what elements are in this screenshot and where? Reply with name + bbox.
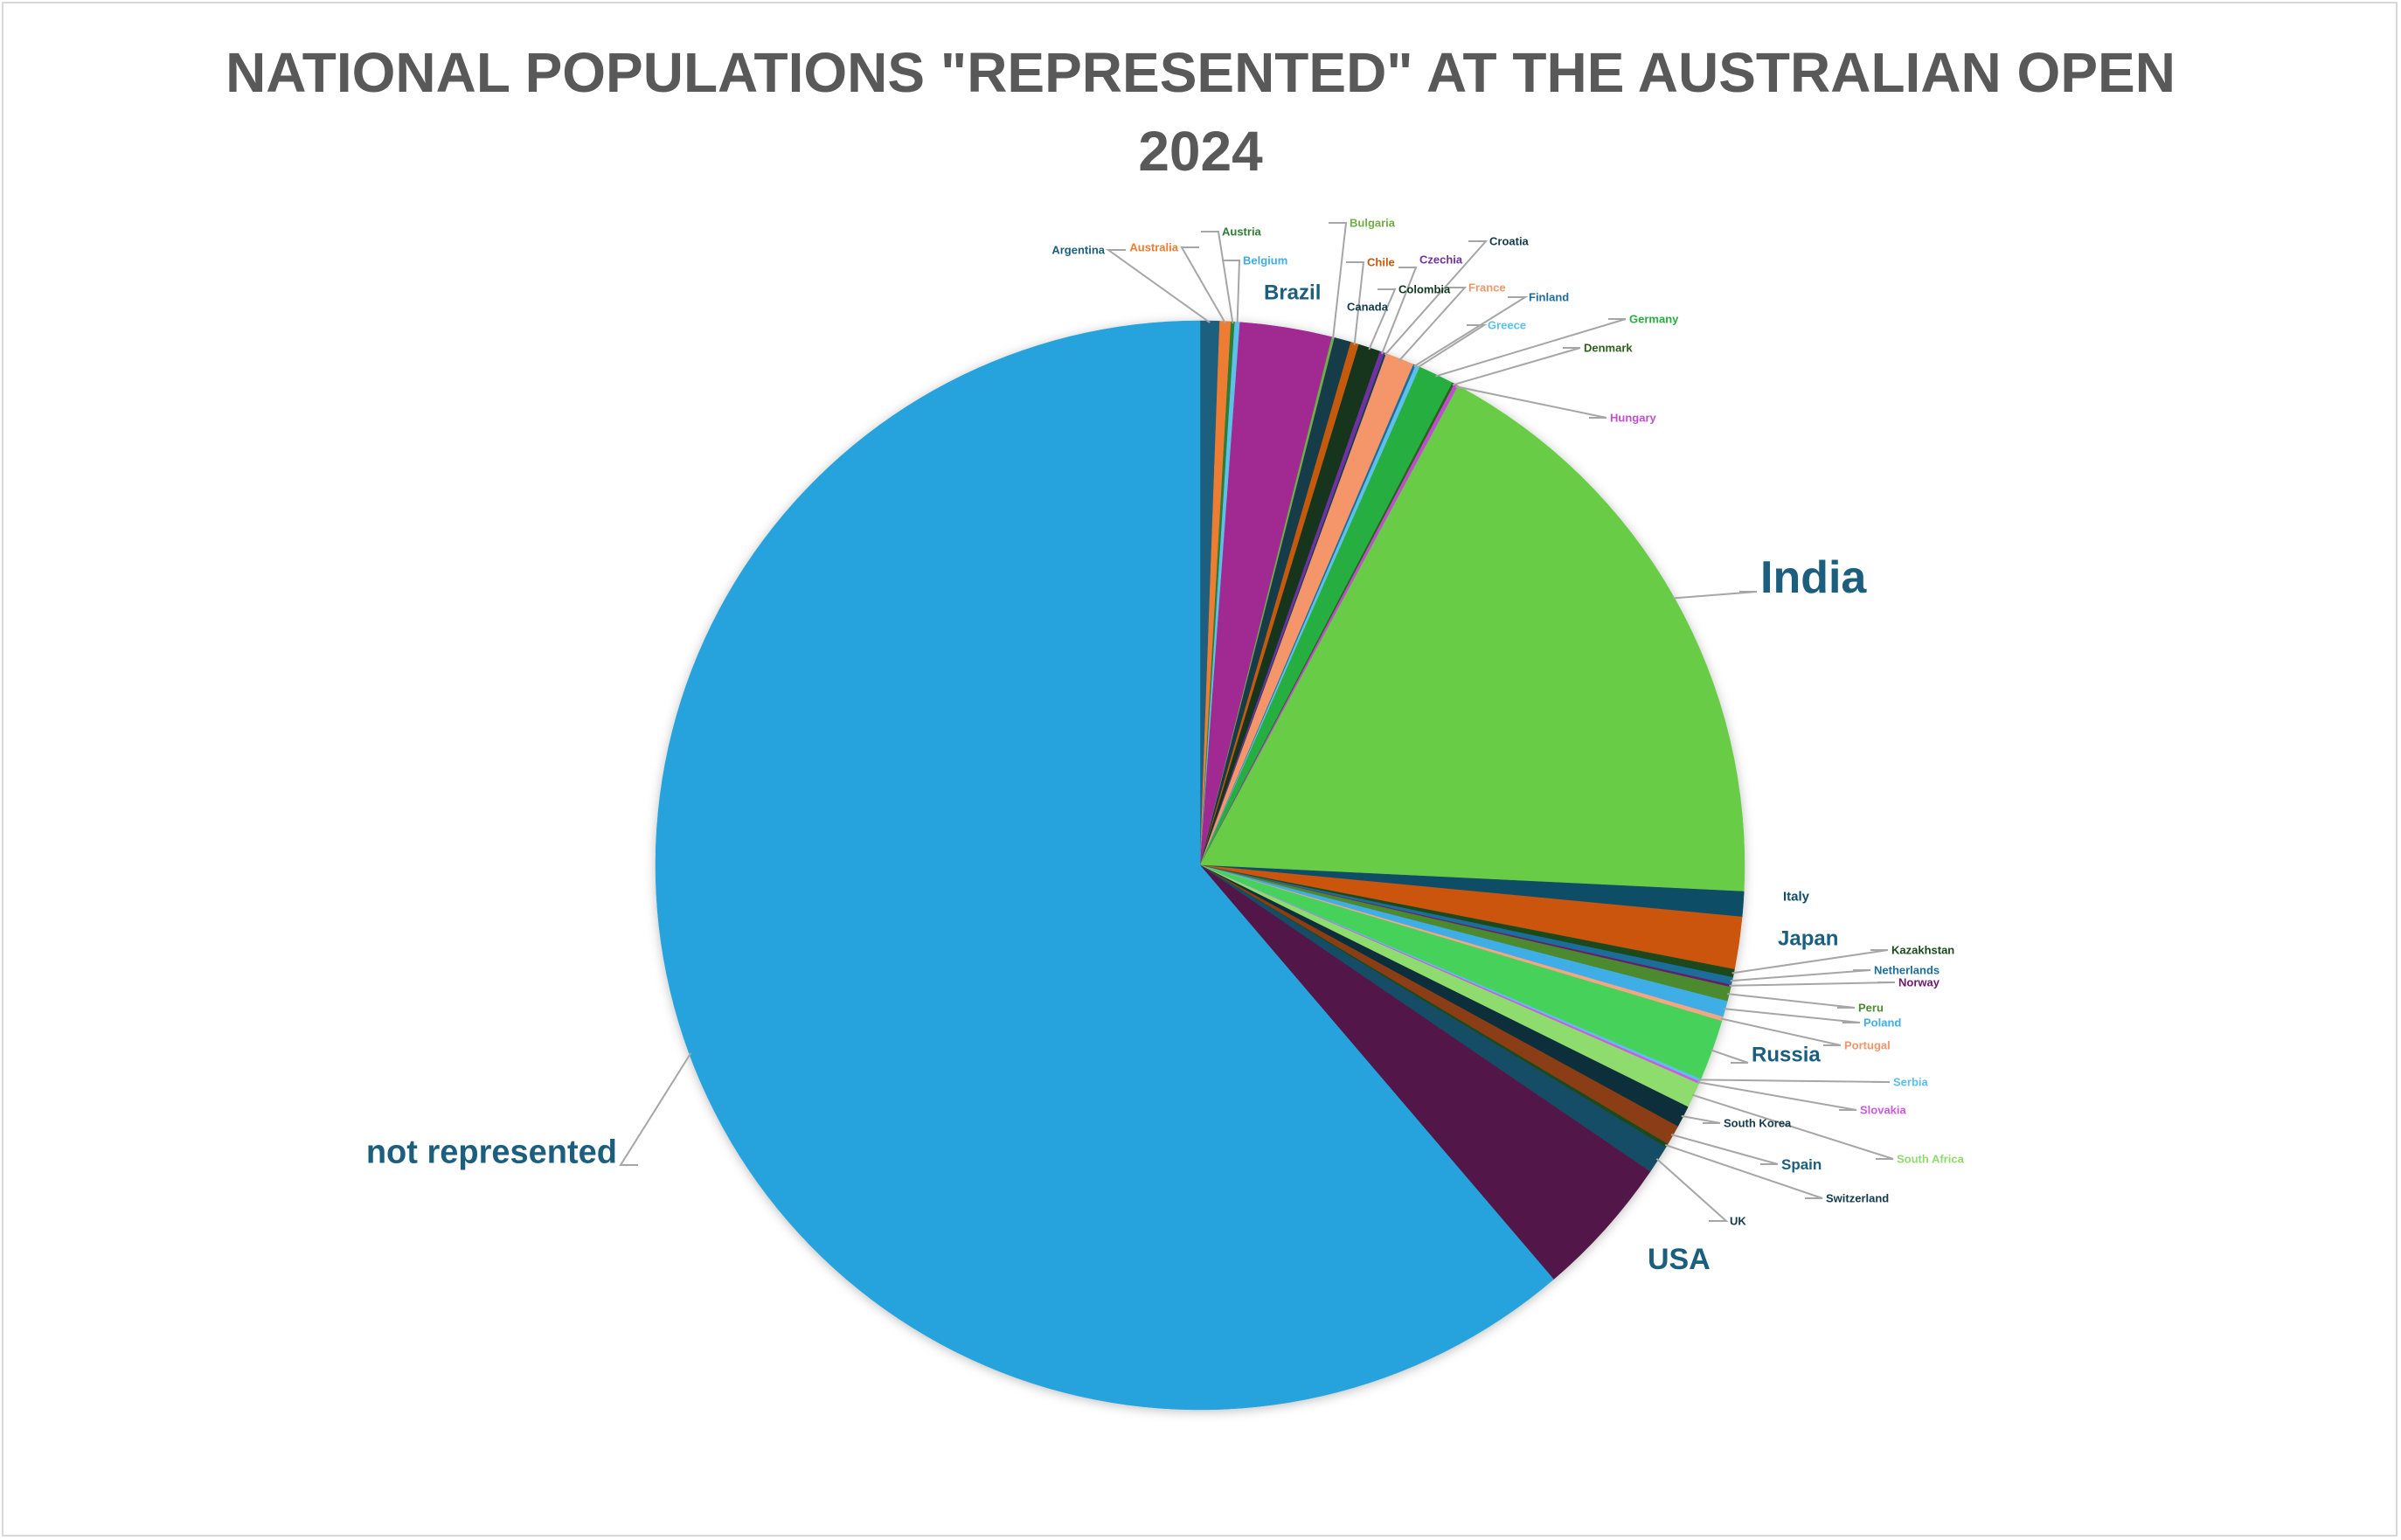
label-kazakhstan: Kazakhstan	[1891, 944, 1954, 957]
label-portugal: Portugal	[1844, 1039, 1891, 1052]
leader-line-portugal	[1720, 1017, 1842, 1046]
leader-line-russia	[1710, 1049, 1749, 1064]
label-norway: Norway	[1898, 976, 1940, 989]
leader-line-belgium	[1222, 260, 1241, 324]
leader-line-netherlands	[1730, 969, 1871, 982]
leader-line-south-korea	[1681, 1114, 1721, 1124]
leader-line-india	[1672, 591, 1758, 600]
leader-line-argentina	[1105, 249, 1211, 323]
leader-lines	[619, 222, 1896, 1222]
label-russia: Russia	[1752, 1043, 1821, 1066]
leader-line-serbia	[1698, 1079, 1891, 1083]
label-peru: Peru	[1858, 1002, 1884, 1015]
leader-line-australia	[1180, 246, 1226, 324]
label-switzerland: Switzerland	[1826, 1192, 1889, 1205]
leader-line-kazakhstan	[1731, 949, 1889, 975]
leader-line-slovakia	[1697, 1081, 1857, 1111]
label-france: France	[1468, 281, 1506, 295]
label-argentina: Argentina	[1051, 244, 1105, 257]
label-greece: Greece	[1488, 319, 1526, 332]
leader-line-peru	[1727, 993, 1856, 1009]
label-czechia: Czechia	[1419, 253, 1463, 267]
label-slovakia: Slovakia	[1860, 1104, 1907, 1117]
chart-title-line1: NATIONAL POPULATIONS "REPRESENTED" AT TH…	[226, 41, 2175, 104]
label-bulgaria: Bulgaria	[1350, 217, 1396, 230]
label-denmark: Denmark	[1584, 342, 1633, 355]
chart-title-line2: 2024	[1138, 120, 1263, 183]
label-italy: Italy	[1783, 889, 1810, 904]
leader-line-denmark	[1452, 347, 1581, 386]
leader-line-croatia	[1384, 240, 1488, 356]
label-australia: Australia	[1129, 241, 1178, 254]
label-croatia: Croatia	[1489, 235, 1530, 248]
label-netherlands: Netherlands	[1874, 964, 1940, 977]
label-usa: USA	[1648, 1243, 1711, 1276]
leader-line-south-africa	[1691, 1093, 1894, 1160]
label-brazil: Brazil	[1264, 281, 1321, 304]
leader-line-switzerland	[1664, 1143, 1823, 1199]
label-canada: Canada	[1347, 301, 1389, 314]
label-not-represented: not represented	[366, 1134, 617, 1170]
leader-line-spain	[1670, 1134, 1779, 1165]
label-india: India	[1760, 552, 1867, 603]
leader-line-colombia	[1368, 288, 1397, 350]
leader-line-germany	[1435, 318, 1627, 378]
leader-line-hungary	[1455, 385, 1607, 419]
leader-line-bulgaria	[1329, 222, 1348, 340]
leader-line-uk	[1655, 1158, 1729, 1222]
chart-title: NATIONAL POPULATIONS "REPRESENTED" AT TH…	[0, 33, 2401, 191]
label-south-korea: South Korea	[1724, 1117, 1792, 1130]
leader-line-not-represented	[619, 1052, 692, 1166]
leader-line-france	[1398, 287, 1468, 362]
label-uk: UK	[1730, 1215, 1746, 1228]
label-austria: Austria	[1222, 225, 1262, 239]
label-finland: Finland	[1529, 291, 1569, 304]
leader-line-poland	[1723, 1008, 1861, 1023]
pie-slices	[655, 320, 1745, 1411]
label-belgium: Belgium	[1243, 254, 1287, 267]
label-germany: Germany	[1629, 313, 1679, 326]
leader-line-czechia	[1381, 267, 1418, 355]
slice-not-represented	[655, 320, 1554, 1411]
label-poland: Poland	[1863, 1016, 1901, 1030]
label-chile: Chile	[1367, 256, 1395, 269]
leader-line-finland	[1413, 296, 1529, 368]
label-japan: Japan	[1778, 926, 1838, 950]
leader-line-norway	[1729, 982, 1896, 987]
slice-labels: Argentina Australia Austria Belgium Brazil Bu…	[366, 217, 1965, 1276]
label-colombia: Colombia	[1398, 283, 1451, 296]
label-spain: Spain	[1781, 1156, 1822, 1173]
label-serbia: Serbia	[1893, 1076, 1929, 1089]
leader-line-greece	[1416, 324, 1488, 369]
leader-line-austria	[1201, 231, 1234, 324]
label-south-africa: South Africa	[1897, 1153, 1965, 1166]
label-hungary: Hungary	[1610, 412, 1657, 425]
leader-line-chile	[1346, 261, 1365, 345]
